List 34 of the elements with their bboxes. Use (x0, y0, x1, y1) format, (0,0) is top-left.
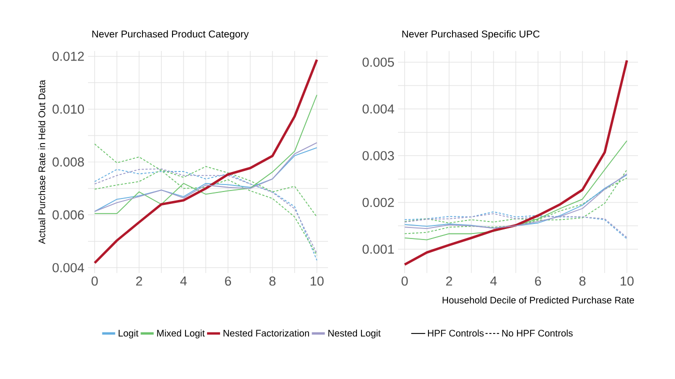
y-tick-label: 0.004 (362, 104, 394, 114)
y-axis-title: Actual Purchase Rate in Held Out Data (38, 80, 46, 244)
legend-label: Mixed Logit (157, 330, 205, 338)
y-tick-label: 0.003 (362, 151, 394, 160)
legend-label: Logit (118, 330, 138, 338)
line-series (403, 59, 628, 266)
x-tick-label: 10 (310, 276, 324, 286)
y-tick-label: 0.004 (52, 263, 84, 272)
x-tick-label: 6 (535, 276, 542, 286)
y-tick-label: 0.001 (362, 244, 394, 254)
x-tick-label: 8 (269, 276, 276, 286)
x-tick-label: 2 (136, 276, 142, 286)
x-tick-label: 8 (579, 276, 586, 286)
chart-title: Never Purchased Product Category (92, 30, 249, 40)
x-tick-label: 4 (490, 276, 497, 286)
x-tick-label: 10 (620, 276, 634, 286)
text: HPF Controls (428, 330, 484, 337)
line-series (93, 58, 318, 264)
y-tick-label: 0.005 (362, 58, 394, 67)
y-tick-label: 0.008 (52, 157, 84, 167)
x-tick-label: 4 (180, 276, 187, 286)
legend-label: Nested Factorization (224, 330, 309, 337)
y-tick-label: 0.012 (52, 52, 84, 61)
y-tick-label: 0.010 (52, 104, 84, 114)
text: No HPF Controls (502, 330, 573, 337)
x-tick-label: 6 (225, 276, 232, 286)
chart-title: Never Purchased Specific UPC (402, 30, 540, 40)
x-tick-label: 0 (402, 276, 408, 286)
x-tick-label: 0 (92, 276, 98, 286)
x-tick-label: 2 (446, 276, 452, 286)
y-tick-label: 0.002 (362, 198, 394, 208)
x-axis-title: Household Decile of Predicted Purchase Rate (442, 296, 634, 304)
y-tick-label: 0.006 (52, 210, 84, 220)
legend-label: Nested Logit (328, 330, 381, 338)
